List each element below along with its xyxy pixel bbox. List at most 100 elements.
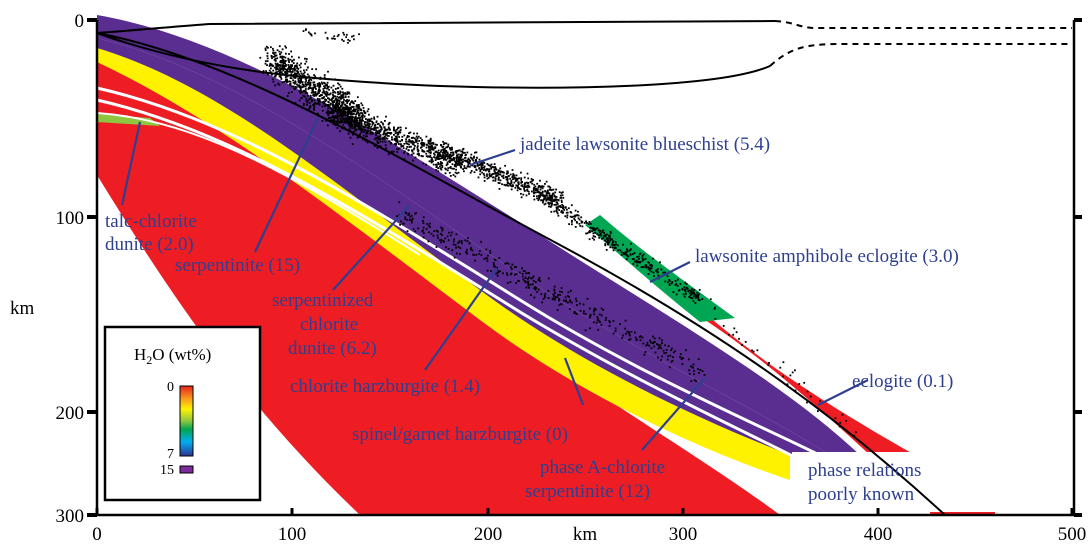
hypocenter-dot — [273, 58, 276, 61]
hypocenter-dot — [681, 363, 684, 365]
hypocenter-dot — [349, 115, 352, 118]
hypocenter-dot — [357, 125, 359, 128]
hypocenter-dot — [398, 147, 401, 150]
overriding-plate — [96, 20, 1072, 89]
hypocenter-dot — [403, 134, 406, 137]
hypocenter-dot — [332, 111, 335, 113]
hypocenter-dot — [360, 112, 362, 114]
hypocenter-dot — [407, 140, 410, 143]
hypocenter-dot — [432, 234, 435, 237]
hypocenter-dot — [274, 51, 277, 54]
hypocenter-dot — [349, 126, 352, 129]
hypocenter-dot — [356, 104, 358, 106]
hypocenter-dot — [368, 113, 370, 116]
hypocenter-dot — [309, 84, 311, 87]
hypocenter-dot — [412, 148, 415, 151]
hypocenter-dot — [440, 155, 443, 158]
hypocenter-dot — [527, 177, 530, 180]
hypocenter-dot — [309, 106, 312, 109]
hypocenter-dot — [414, 145, 416, 147]
hypocenter-dot — [327, 112, 330, 115]
hypocenter-dot — [682, 357, 684, 360]
hypocenter-dot — [337, 91, 339, 94]
hypocenter-dot — [288, 61, 290, 63]
hypocenter-dot — [298, 73, 301, 76]
hypocenter-dot — [499, 167, 502, 170]
hypocenter-dot — [624, 252, 626, 255]
hypocenter-dot — [595, 322, 598, 324]
hypocenter-dot — [336, 115, 339, 118]
hypocenter-dot — [632, 263, 635, 265]
hypocenter-dot — [660, 347, 663, 350]
layer-chlorite-harzburgite — [97, 38, 830, 455]
hypocenter-dot — [411, 153, 413, 156]
hypocenter-dot — [494, 167, 497, 170]
hypocenter-dot — [428, 160, 431, 163]
hypocenter-dot — [324, 31, 327, 34]
hypocenter-dot — [442, 153, 445, 156]
hypocenter-dot — [284, 45, 287, 48]
hypocenter-dot — [279, 64, 282, 67]
hypocenter-dot — [280, 78, 283, 80]
hypocenter-dot — [341, 110, 344, 113]
hypocenter-dot — [338, 99, 341, 102]
hypocenter-dot — [284, 68, 287, 71]
hypocenter-dot — [515, 178, 518, 180]
hypocenter-dot — [466, 165, 469, 168]
hypocenter-dot — [559, 303, 562, 306]
moho — [96, 32, 771, 89]
label-phase-relations-1: phase relations — [808, 460, 921, 481]
hypocenter-dot — [271, 78, 274, 81]
hypocenter-dot — [732, 333, 735, 336]
hypocenter-dot — [455, 150, 458, 152]
hypocenter-dot — [573, 312, 576, 314]
hypocenter-dot — [507, 262, 510, 265]
hypocenter-dot — [308, 75, 310, 78]
hypocenter-dot — [282, 59, 285, 62]
hypocenter-dot — [279, 75, 281, 78]
hypocenter-dot — [613, 244, 616, 246]
hypocenter-dot — [383, 137, 386, 140]
hypocenter-dot — [443, 148, 446, 150]
hypocenter-dot — [420, 142, 422, 145]
hypocenter-dot — [270, 73, 273, 75]
hypocenter-dot — [486, 168, 488, 170]
hypocenter-dot — [376, 141, 379, 144]
hypocenter-dot — [361, 116, 364, 119]
hypocenter-dot — [693, 379, 696, 381]
hypocenter-dot — [607, 237, 609, 240]
hypocenter-dot — [428, 139, 431, 142]
hypocenter-dot — [475, 169, 478, 171]
hypocenter-dot — [658, 346, 661, 348]
hypocenter-dot — [291, 60, 293, 63]
hypocenter-dot — [446, 151, 449, 154]
hypocenter-dot — [367, 129, 369, 132]
hypocenter-dot — [679, 353, 682, 355]
hypocenter-dot — [690, 380, 693, 382]
hypocenter-dot — [367, 118, 369, 121]
hypocenter-dot — [326, 124, 329, 127]
hypocenter-dot — [561, 203, 564, 206]
hypocenter-dot — [498, 188, 501, 190]
hypocenter-dot — [296, 83, 298, 86]
hypocenter-dot — [325, 95, 328, 97]
hypocenter-dot — [344, 121, 347, 124]
hypocenter-dot — [431, 142, 433, 145]
hypocenter-dot — [422, 232, 425, 235]
hypocenter-dot — [277, 70, 280, 73]
hypocenter-dot — [397, 126, 400, 129]
hypocenter-dot — [298, 56, 300, 59]
hypocenter-dot — [418, 152, 420, 155]
hypocenter-dot — [553, 298, 556, 301]
hypocenter-dot — [394, 132, 397, 135]
hypocenter-dot — [789, 374, 792, 377]
hypocenter-dot — [497, 172, 499, 175]
hypocenter-dot — [620, 254, 623, 256]
hypocenter-dot — [332, 115, 335, 118]
hypocenter-dot — [593, 310, 595, 313]
hypocenter-dot — [314, 75, 317, 78]
hypocenter-dot — [569, 299, 572, 302]
hypocenter-dot — [484, 168, 486, 171]
hypocenter-dot — [494, 178, 497, 180]
hypocenter-dot — [281, 81, 284, 84]
